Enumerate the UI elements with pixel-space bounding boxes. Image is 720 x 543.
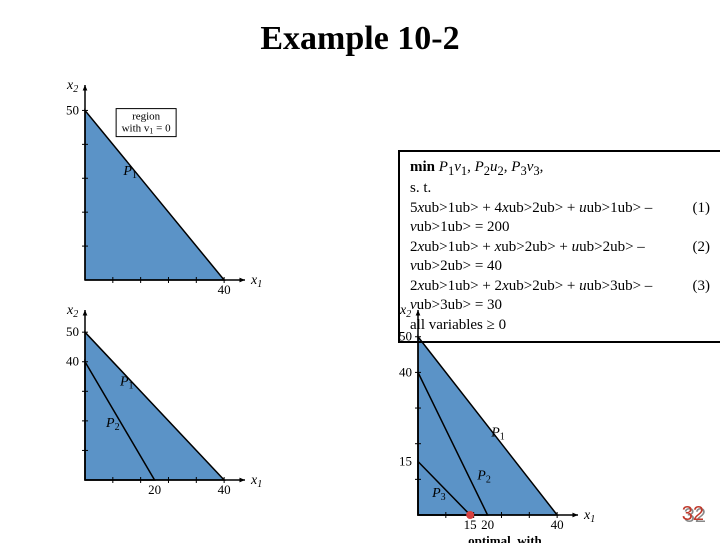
constraint-row: 2xub>1ub> + xub>2ub> + uub>2ub> – vub>2u… <box>410 238 710 277</box>
svg-text:x2: x2 <box>66 78 78 95</box>
svg-text:with v1 = 0: with v1 = 0 <box>122 123 172 136</box>
svg-text:x1: x1 <box>250 473 262 490</box>
svg-text:x2: x2 <box>66 303 78 320</box>
constraint-row: 2xub>1ub> + 2xub>2ub> + uub>3ub> – vub>3… <box>410 277 710 316</box>
nonneg: all variables ≥ 0 <box>410 316 710 336</box>
svg-text:region: region <box>132 111 161 123</box>
svg-text:50: 50 <box>66 102 79 117</box>
svg-text:15: 15 <box>399 454 412 469</box>
svg-text:40: 40 <box>66 354 79 369</box>
page-title: Example 10-2 <box>0 20 720 58</box>
formulation-box: min P1v1, P2u2, P3v3, s. t. 5xub>1ub> + … <box>398 150 720 343</box>
svg-text:P1: P1 <box>122 164 137 181</box>
svg-text:40: 40 <box>218 482 231 497</box>
svg-text:15: 15 <box>464 517 477 532</box>
svg-text:20: 20 <box>481 517 494 532</box>
svg-text:P1: P1 <box>119 374 134 391</box>
chart-bottom-left: 50402040x2x1P1P2 <box>57 282 273 508</box>
svg-text:P1: P1 <box>490 426 505 443</box>
constraint-row: 5xub>1ub> + 4xub>2ub> + uub>1ub> – vub>1… <box>410 199 710 238</box>
subject-to: s. t. <box>410 179 710 199</box>
page-number: 32 <box>682 503 704 526</box>
svg-text:40: 40 <box>551 517 564 532</box>
svg-text:50: 50 <box>66 324 79 339</box>
svg-text:40: 40 <box>399 364 412 379</box>
svg-text:x1: x1 <box>583 508 595 525</box>
svg-text:optimal, with: optimal, with <box>468 533 542 543</box>
chart-top: 5040x2x1P1regionwith v1 = 0 <box>57 57 273 308</box>
svg-text:20: 20 <box>148 482 161 497</box>
objective: min P1v1, P2u2, P3v3, <box>410 158 710 179</box>
